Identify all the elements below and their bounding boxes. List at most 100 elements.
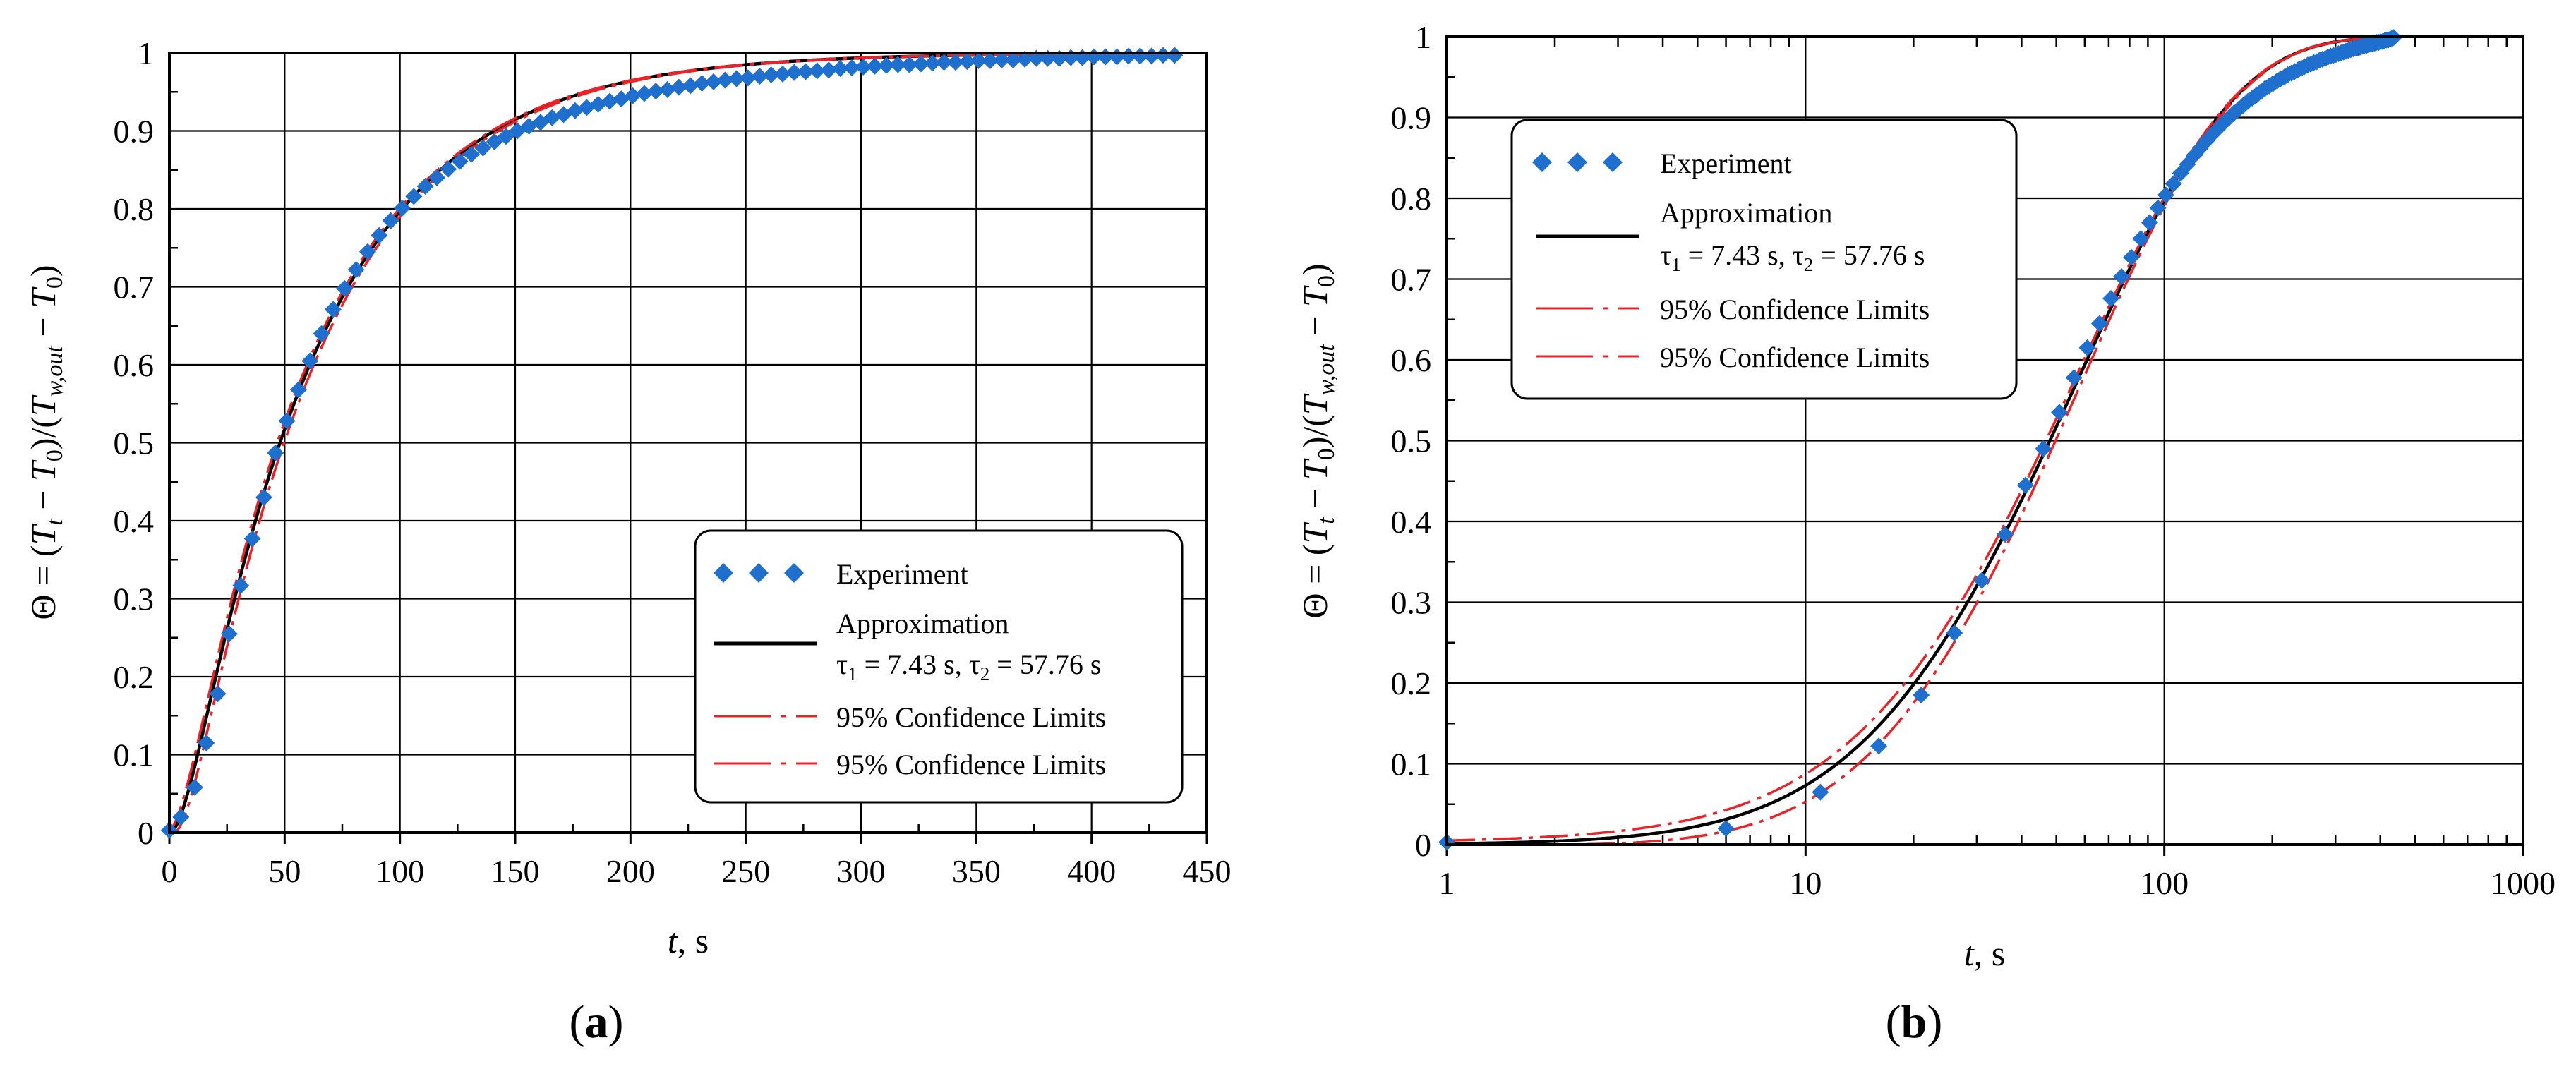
panel-a: 0 0.1 0.2 0.3 0.4 0.5 0.6 0.7 0.8 0.9 1 0 50 100 150 20… [23, 35, 1232, 1048]
b-experiment-point [1973, 572, 1991, 589]
a-ytick-label: 0.1 [114, 737, 155, 773]
b-experiment-point [1812, 783, 1829, 801]
panel-a-legend: Experiment Approximation τ1 = 7.43 s, τ2… [694, 529, 1184, 804]
panel-b-legend-box [1510, 119, 2018, 400]
a-experiment-point [416, 177, 434, 195]
b-ytick-label: 1 [1415, 19, 1431, 55]
a-ytick-label: 0.6 [114, 347, 155, 383]
a-ytick-label: 0 [138, 815, 154, 851]
b-experiment-point [1997, 526, 2014, 543]
b-experiment-point [1913, 687, 1930, 704]
b-xtick-label: 1000 [2491, 865, 2556, 901]
a-experiment-point [267, 444, 284, 461]
a-experiment-point [774, 65, 791, 83]
a-experiment-point [232, 576, 250, 594]
a-xtick-label: 150 [491, 853, 540, 889]
legend-experiment-marker [749, 563, 769, 583]
a-xtick-label: 300 [837, 853, 886, 889]
a-ytick-label: 0.9 [114, 114, 155, 150]
panel-b-experiment-markers [1438, 29, 2402, 851]
a-ytick-label: 0.4 [114, 503, 155, 539]
a-ytick-label: 1 [138, 35, 154, 71]
b-ytick-label: 0.4 [1391, 504, 1432, 540]
b-ytick-label: 0.5 [1391, 423, 1432, 459]
a-experiment-point [820, 61, 838, 79]
b-experiment-point [2141, 214, 2158, 231]
a-experiment-point [762, 66, 780, 83]
panel-a-legend-confidence-lower-label: 95% Confidence Limits [836, 749, 1106, 780]
a-experiment-point [474, 139, 492, 157]
a-experiment-point [601, 92, 618, 110]
a-xtick-label: 0 [162, 853, 178, 889]
a-experiment-point [877, 56, 895, 74]
b-ytick-label: 0.9 [1391, 100, 1432, 136]
panel-b-tick-labels: 0 0.1 0.2 0.3 0.4 0.5 0.6 0.7 0.8 0.9 1 1 10 100 1000 [1391, 19, 2556, 901]
a-xtick-label: 200 [606, 853, 655, 889]
b-experiment-point [2090, 315, 2108, 332]
a-experiment-point [301, 352, 319, 370]
a-ytick-label: 0.7 [114, 270, 155, 306]
a-experiment-point [682, 77, 699, 95]
a-confidence-curve [168, 52, 1175, 833]
panel-a-ticks [168, 91, 1208, 844]
a-experiment-point [716, 71, 734, 89]
b-experiment-point [2035, 440, 2052, 457]
a-experiment-point [186, 778, 203, 796]
a-experiment-point [866, 57, 884, 75]
a-experiment-point [751, 68, 769, 85]
panel-a-experiment-markers [161, 47, 1184, 839]
a-experiment-point [635, 85, 653, 102]
a-experiment-point [462, 145, 480, 163]
b-ytick-label: 0 [1415, 827, 1431, 863]
panel-b-legend-experiment-markers [1532, 152, 1623, 172]
b-experiment-point [1717, 820, 1735, 838]
a-experiment-point [486, 133, 503, 150]
panel-a-plot-frame [168, 52, 1208, 834]
legend-experiment-marker [1567, 152, 1587, 172]
a-experiment-point [786, 64, 803, 81]
legend-experiment-marker [1603, 152, 1623, 172]
a-experiment-point [1004, 51, 1022, 68]
b-ytick-label: 0.3 [1391, 585, 1432, 621]
a-experiment-point [382, 212, 399, 229]
panel-a-legend-experiment-label: Experiment [836, 558, 968, 590]
panel-b-xlabel: t, s [1964, 934, 2005, 973]
a-experiment-point [347, 261, 365, 279]
a-xtick-label: 350 [952, 853, 1001, 889]
panel-b-legend-confidence-lower-label: 95% Confidence Limits [1660, 342, 1930, 373]
panel-a-xlabel: t, s [668, 921, 709, 960]
a-experiment-point [739, 69, 757, 87]
a-experiment-point [324, 301, 342, 318]
a-experiment-point [497, 128, 514, 145]
a-experiment-point [624, 87, 642, 104]
panel-b-plot-frame [1445, 35, 2524, 846]
a-experiment-point [405, 188, 423, 205]
a-experiment-point [313, 325, 330, 342]
a-experiment-point [797, 63, 814, 80]
a-experiment-point [289, 381, 307, 399]
a-experiment-point [1166, 47, 1184, 64]
b-ytick-label: 0.8 [1391, 181, 1432, 217]
a-experiment-point [220, 625, 238, 643]
legend-experiment-marker [1532, 152, 1552, 172]
b-experiment-point [2113, 268, 2131, 286]
panel-a-legend-confidence-upper-label: 95% Confidence Limits [836, 701, 1106, 733]
panel-b-legend: Experiment Approximation τ1 = 7.43 s, τ2… [1510, 119, 2018, 400]
panel-b: 00.10.20.30.40.50.60.70.80.911 10 100 1000 … [1295, 19, 2556, 1048]
b-xtick-label: 10 [1789, 865, 1822, 901]
a-experiment-point [647, 83, 665, 100]
a-experiment-point [946, 54, 964, 71]
panel-b-ylabel: Θ = (Tt − T0)/(Tw,out − T0) [1295, 263, 1340, 618]
a-experiment-point [831, 60, 849, 78]
a-experiment-point [855, 58, 872, 76]
a-experiment-point [393, 199, 411, 217]
a-experiment-point [243, 530, 261, 548]
b-experiment-point [1946, 624, 1963, 642]
panel-a-legend-experiment-markers [714, 563, 804, 583]
a-experiment-point [808, 62, 826, 80]
a-experiment-point [658, 80, 676, 98]
panel-b-legend-confidence-upper-label: 95% Confidence Limits [1660, 294, 1930, 325]
b-confidence-curve [1447, 35, 2394, 842]
a-experiment-point [359, 243, 376, 260]
panel-a-legend-approximation-label: Approximation [836, 608, 1009, 639]
